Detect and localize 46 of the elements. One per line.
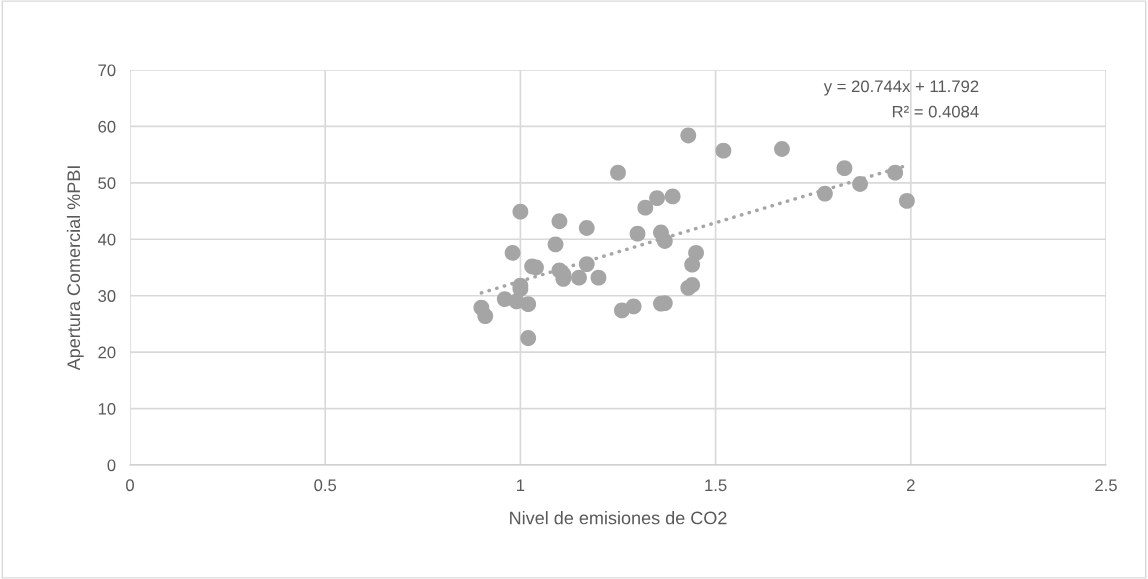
point [504,244,521,261]
point [898,193,915,209]
point [688,244,704,261]
y-tick-label: 30 [98,290,116,302]
y-axis-title: Apertura Comercial %PBI [66,166,84,371]
y-tick-label: 40 [97,233,116,246]
y-tick-label: 60 [98,120,116,133]
x-tick-label: 1 [517,479,525,491]
point [520,330,537,346]
point [610,164,626,181]
annotation: y = 20.744x + 11.792 [823,80,979,96]
y-tick-label: 10 [98,402,116,415]
point [774,141,790,157]
y-tick-label: 70 [98,64,116,77]
annotation: R² = 0.4084 [892,105,979,118]
point [571,269,587,286]
x-tick-label: 1.5 [705,479,727,492]
point [887,164,904,181]
point [477,308,494,324]
point [649,190,665,207]
point [512,203,529,220]
x-tick-label: 0 [126,479,134,492]
point [680,127,697,144]
point [715,142,732,159]
point [836,160,853,177]
y-tick-label: 50 [98,177,116,190]
x-tick-label: 2 [907,479,915,491]
point [684,277,701,293]
point [656,233,673,249]
point [637,199,654,216]
y-tick-label: 20 [98,346,116,359]
x-axis-title: Nivel de emisiones de CO2 [510,511,727,525]
point [816,185,833,202]
point [551,213,568,230]
y-tick-label: 0 [107,459,116,472]
point [629,225,646,242]
point [590,269,607,286]
x-tick-label: 2.5 [1095,479,1117,492]
point [625,298,642,315]
x-tick-label: 0.5 [314,479,337,492]
point [520,296,537,313]
point [547,236,564,253]
point [852,176,868,192]
point [578,220,595,236]
point [578,256,595,273]
point [664,188,681,205]
